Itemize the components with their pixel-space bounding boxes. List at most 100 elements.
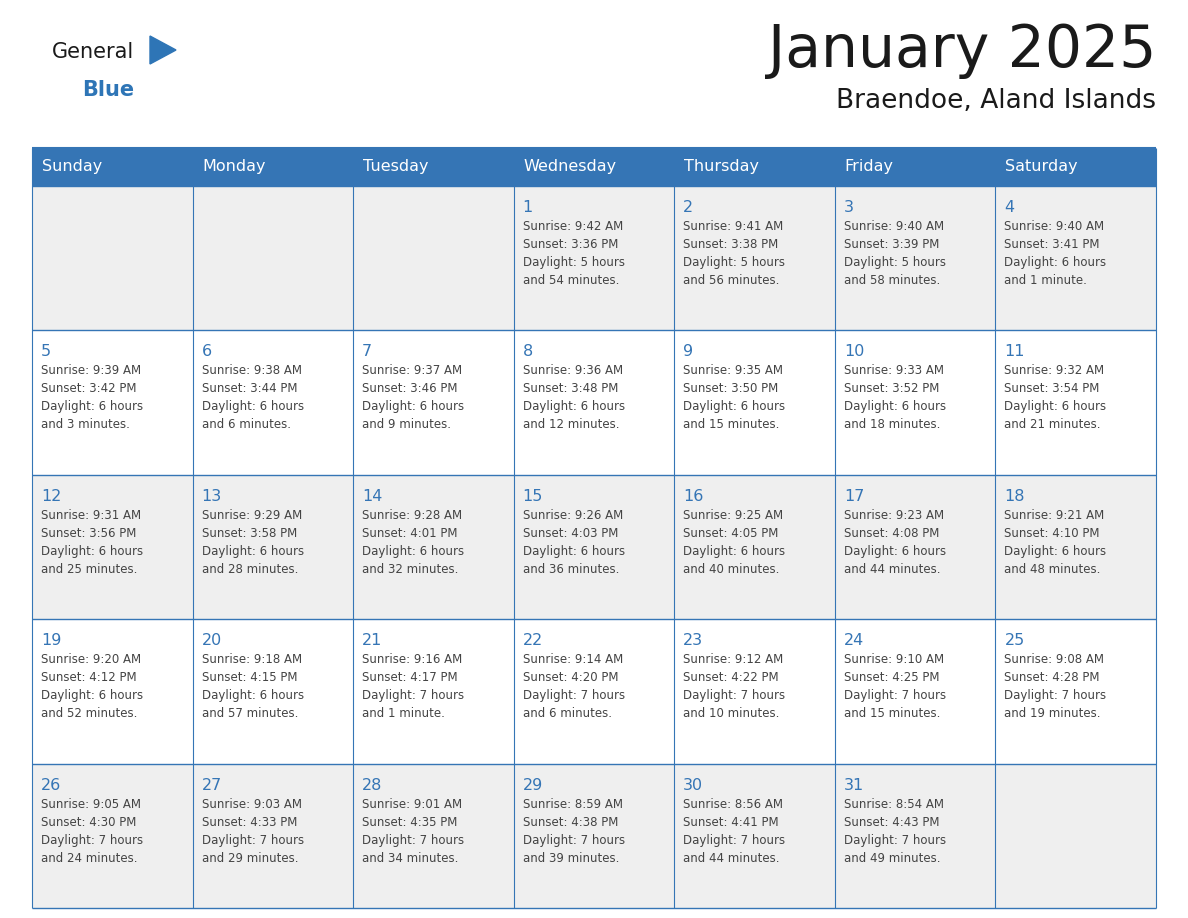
Bar — [353, 148, 513, 186]
Text: Sunrise: 9:10 AM
Sunset: 4:25 PM
Daylight: 7 hours
and 15 minutes.: Sunrise: 9:10 AM Sunset: 4:25 PM Dayligh… — [843, 654, 946, 721]
Bar — [675, 148, 835, 186]
Bar — [835, 186, 996, 330]
Bar — [513, 186, 675, 330]
Bar — [675, 186, 835, 330]
Text: 4: 4 — [1004, 200, 1015, 215]
Text: Sunrise: 9:03 AM
Sunset: 4:33 PM
Daylight: 7 hours
and 29 minutes.: Sunrise: 9:03 AM Sunset: 4:33 PM Dayligh… — [202, 798, 304, 865]
Text: 24: 24 — [843, 633, 864, 648]
Bar — [192, 475, 353, 620]
Text: 9: 9 — [683, 344, 694, 360]
Bar — [32, 330, 192, 475]
Text: Sunrise: 9:37 AM
Sunset: 3:46 PM
Daylight: 6 hours
and 9 minutes.: Sunrise: 9:37 AM Sunset: 3:46 PM Dayligh… — [362, 364, 465, 431]
Text: Sunrise: 8:56 AM
Sunset: 4:41 PM
Daylight: 7 hours
and 44 minutes.: Sunrise: 8:56 AM Sunset: 4:41 PM Dayligh… — [683, 798, 785, 865]
Text: 23: 23 — [683, 633, 703, 648]
Text: 5: 5 — [42, 344, 51, 360]
Text: Braendoe, Aland Islands: Braendoe, Aland Islands — [836, 88, 1156, 114]
Bar — [192, 764, 353, 908]
Text: Sunrise: 9:42 AM
Sunset: 3:36 PM
Daylight: 5 hours
and 54 minutes.: Sunrise: 9:42 AM Sunset: 3:36 PM Dayligh… — [523, 220, 625, 287]
Text: Sunrise: 9:38 AM
Sunset: 3:44 PM
Daylight: 6 hours
and 6 minutes.: Sunrise: 9:38 AM Sunset: 3:44 PM Dayligh… — [202, 364, 304, 431]
Bar — [835, 620, 996, 764]
Text: Sunrise: 9:28 AM
Sunset: 4:01 PM
Daylight: 6 hours
and 32 minutes.: Sunrise: 9:28 AM Sunset: 4:01 PM Dayligh… — [362, 509, 465, 576]
Text: Sunrise: 9:14 AM
Sunset: 4:20 PM
Daylight: 7 hours
and 6 minutes.: Sunrise: 9:14 AM Sunset: 4:20 PM Dayligh… — [523, 654, 625, 721]
Bar — [675, 330, 835, 475]
Bar — [835, 148, 996, 186]
Text: 16: 16 — [683, 488, 703, 504]
Text: 10: 10 — [843, 344, 864, 360]
Text: Saturday: Saturday — [1005, 159, 1078, 174]
Text: 19: 19 — [42, 633, 62, 648]
Text: 21: 21 — [362, 633, 383, 648]
Text: 27: 27 — [202, 778, 222, 792]
Text: 13: 13 — [202, 488, 222, 504]
Bar — [353, 330, 513, 475]
Text: Tuesday: Tuesday — [364, 159, 429, 174]
Bar — [675, 764, 835, 908]
Bar — [513, 620, 675, 764]
Text: Sunrise: 9:05 AM
Sunset: 4:30 PM
Daylight: 7 hours
and 24 minutes.: Sunrise: 9:05 AM Sunset: 4:30 PM Dayligh… — [42, 798, 143, 865]
Bar — [835, 330, 996, 475]
Text: Sunrise: 9:25 AM
Sunset: 4:05 PM
Daylight: 6 hours
and 40 minutes.: Sunrise: 9:25 AM Sunset: 4:05 PM Dayligh… — [683, 509, 785, 576]
Text: 12: 12 — [42, 488, 62, 504]
Text: Sunrise: 9:18 AM
Sunset: 4:15 PM
Daylight: 6 hours
and 57 minutes.: Sunrise: 9:18 AM Sunset: 4:15 PM Dayligh… — [202, 654, 304, 721]
Text: Sunrise: 9:33 AM
Sunset: 3:52 PM
Daylight: 6 hours
and 18 minutes.: Sunrise: 9:33 AM Sunset: 3:52 PM Dayligh… — [843, 364, 946, 431]
Bar — [192, 330, 353, 475]
Bar — [513, 475, 675, 620]
Bar — [32, 148, 192, 186]
Bar — [513, 330, 675, 475]
Text: 1: 1 — [523, 200, 533, 215]
Text: Sunrise: 9:21 AM
Sunset: 4:10 PM
Daylight: 6 hours
and 48 minutes.: Sunrise: 9:21 AM Sunset: 4:10 PM Dayligh… — [1004, 509, 1106, 576]
Text: 28: 28 — [362, 778, 383, 792]
Text: 11: 11 — [1004, 344, 1025, 360]
Text: 8: 8 — [523, 344, 533, 360]
Bar — [996, 620, 1156, 764]
Bar — [353, 620, 513, 764]
Text: Sunrise: 9:20 AM
Sunset: 4:12 PM
Daylight: 6 hours
and 52 minutes.: Sunrise: 9:20 AM Sunset: 4:12 PM Dayligh… — [42, 654, 143, 721]
Bar — [353, 186, 513, 330]
Text: Sunrise: 9:40 AM
Sunset: 3:39 PM
Daylight: 5 hours
and 58 minutes.: Sunrise: 9:40 AM Sunset: 3:39 PM Dayligh… — [843, 220, 946, 287]
Text: Sunrise: 9:26 AM
Sunset: 4:03 PM
Daylight: 6 hours
and 36 minutes.: Sunrise: 9:26 AM Sunset: 4:03 PM Dayligh… — [523, 509, 625, 576]
Bar — [835, 764, 996, 908]
Bar — [996, 330, 1156, 475]
Text: General: General — [52, 42, 134, 62]
Text: 18: 18 — [1004, 488, 1025, 504]
Text: Sunrise: 9:23 AM
Sunset: 4:08 PM
Daylight: 6 hours
and 44 minutes.: Sunrise: 9:23 AM Sunset: 4:08 PM Dayligh… — [843, 509, 946, 576]
Bar — [32, 186, 192, 330]
Text: 25: 25 — [1004, 633, 1025, 648]
Text: Sunrise: 8:54 AM
Sunset: 4:43 PM
Daylight: 7 hours
and 49 minutes.: Sunrise: 8:54 AM Sunset: 4:43 PM Dayligh… — [843, 798, 946, 865]
Text: 20: 20 — [202, 633, 222, 648]
Text: Sunrise: 9:29 AM
Sunset: 3:58 PM
Daylight: 6 hours
and 28 minutes.: Sunrise: 9:29 AM Sunset: 3:58 PM Dayligh… — [202, 509, 304, 576]
Text: 15: 15 — [523, 488, 543, 504]
Text: Sunrise: 9:16 AM
Sunset: 4:17 PM
Daylight: 7 hours
and 1 minute.: Sunrise: 9:16 AM Sunset: 4:17 PM Dayligh… — [362, 654, 465, 721]
Text: 30: 30 — [683, 778, 703, 792]
Text: 17: 17 — [843, 488, 864, 504]
Text: Thursday: Thursday — [684, 159, 759, 174]
Bar — [675, 475, 835, 620]
Text: Sunrise: 9:01 AM
Sunset: 4:35 PM
Daylight: 7 hours
and 34 minutes.: Sunrise: 9:01 AM Sunset: 4:35 PM Dayligh… — [362, 798, 465, 865]
Text: Wednesday: Wednesday — [524, 159, 617, 174]
Bar — [353, 764, 513, 908]
Polygon shape — [150, 36, 176, 64]
Text: Monday: Monday — [203, 159, 266, 174]
Bar — [513, 148, 675, 186]
Bar — [513, 764, 675, 908]
Text: Sunrise: 9:35 AM
Sunset: 3:50 PM
Daylight: 6 hours
and 15 minutes.: Sunrise: 9:35 AM Sunset: 3:50 PM Dayligh… — [683, 364, 785, 431]
Text: Blue: Blue — [82, 80, 134, 100]
Text: Sunday: Sunday — [42, 159, 102, 174]
Text: Friday: Friday — [845, 159, 893, 174]
Bar — [996, 764, 1156, 908]
Text: 3: 3 — [843, 200, 854, 215]
Text: Sunrise: 9:08 AM
Sunset: 4:28 PM
Daylight: 7 hours
and 19 minutes.: Sunrise: 9:08 AM Sunset: 4:28 PM Dayligh… — [1004, 654, 1106, 721]
Bar — [353, 475, 513, 620]
Bar — [835, 475, 996, 620]
Text: 7: 7 — [362, 344, 372, 360]
Text: 14: 14 — [362, 488, 383, 504]
Bar — [996, 148, 1156, 186]
Bar — [32, 475, 192, 620]
Text: 2: 2 — [683, 200, 694, 215]
Text: 6: 6 — [202, 344, 211, 360]
Bar — [192, 620, 353, 764]
Text: Sunrise: 9:36 AM
Sunset: 3:48 PM
Daylight: 6 hours
and 12 minutes.: Sunrise: 9:36 AM Sunset: 3:48 PM Dayligh… — [523, 364, 625, 431]
Bar — [32, 764, 192, 908]
Text: Sunrise: 9:32 AM
Sunset: 3:54 PM
Daylight: 6 hours
and 21 minutes.: Sunrise: 9:32 AM Sunset: 3:54 PM Dayligh… — [1004, 364, 1106, 431]
Text: Sunrise: 9:40 AM
Sunset: 3:41 PM
Daylight: 6 hours
and 1 minute.: Sunrise: 9:40 AM Sunset: 3:41 PM Dayligh… — [1004, 220, 1106, 287]
